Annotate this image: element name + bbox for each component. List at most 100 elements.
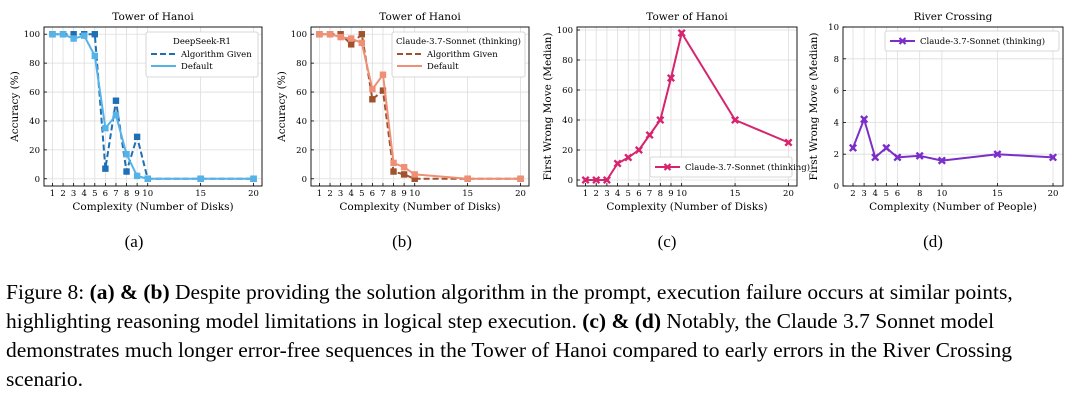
data-point-center	[873, 155, 878, 160]
y-tick-label: 40	[29, 117, 40, 127]
plot-frame	[310, 26, 530, 187]
legend: Claude-3.7-Sonnet (thinking)	[884, 30, 1060, 52]
y-tick-label: 20	[29, 146, 40, 156]
data-point-center	[786, 140, 791, 145]
y-tick-label: 0	[302, 175, 307, 185]
legend: Claude-3.7-Sonnet (thinking) Algorithm Gi…	[391, 31, 526, 78]
data-point	[316, 31, 323, 38]
x-tick-label: 5	[359, 189, 364, 199]
x-tick-label: 15	[992, 189, 1003, 199]
x-tick-label: 3	[338, 189, 343, 199]
x-axis-label: Complexity (Number of Disks)	[606, 201, 767, 213]
plot-frame	[43, 26, 263, 187]
y-tick-label: 60	[29, 88, 40, 98]
data-point-center	[626, 155, 631, 160]
subfigure-label-d: (d)	[923, 232, 943, 251]
data-point	[133, 172, 141, 180]
x-tick-label: 6	[636, 189, 641, 199]
x-tick-label: 8	[917, 189, 922, 199]
data-point-center	[995, 152, 1000, 157]
data-point	[102, 165, 109, 172]
y-tick-label: 8	[834, 55, 839, 65]
x-tick-label: 8	[658, 189, 663, 199]
y-tick-label: 0	[35, 175, 40, 185]
x-tick-label: 3	[604, 189, 609, 199]
x-tick-label: 10	[936, 189, 947, 199]
data-point	[390, 168, 397, 175]
y-axis-label: Accuracy (%)	[276, 71, 288, 143]
x-tick-label: 1	[50, 189, 55, 199]
x-tick-label: 8	[391, 189, 396, 199]
chart-2: 1 2 3 4 5 6 7 8 9 10 15 20 0 20 40 60 80 100 Tower of Hano…	[542, 11, 810, 213]
x-tick-label: 20	[783, 189, 794, 199]
legend-title: Claude-3.7-Sonnet (thinking)	[396, 36, 521, 47]
legend-label: Claude-3.7-Sonnet (thinking)	[920, 36, 1045, 47]
data-point-center	[594, 178, 599, 182]
data-point	[123, 168, 130, 175]
data-point	[337, 33, 344, 41]
legend-box	[391, 31, 526, 78]
x-axis-label: Complexity (Number of Disks)	[72, 201, 233, 213]
data-point	[379, 71, 387, 78]
data-point-center	[668, 76, 673, 80]
y-axis-label: First Wrong Move (Median)	[808, 33, 820, 181]
data-point-center	[1051, 155, 1055, 160]
data-point	[379, 87, 387, 94]
x-axis-label: Complexity (Number of Disks)	[339, 201, 500, 213]
data-point	[348, 35, 355, 42]
legend-label: Claude-3.7-Sonnet (thinking)	[685, 162, 810, 173]
legend-marker	[663, 163, 672, 171]
data-point	[91, 31, 98, 38]
x-tick-label: 6	[103, 189, 108, 199]
x-tick-label: 6	[895, 189, 900, 199]
caption-ref-ab: (a) & (b)	[89, 280, 170, 304]
chart-title: Tower of Hanoi	[379, 11, 461, 23]
legend-box	[649, 156, 793, 178]
y-tick-label: 80	[562, 56, 573, 66]
data-point	[112, 97, 120, 104]
y-tick-label: 20	[562, 146, 573, 156]
data-point	[411, 175, 418, 182]
x-tick-label: 20	[1048, 189, 1059, 199]
caption-text-2: Notably, the Claude 3.7 Sonnet model dem…	[6, 309, 1013, 391]
data-point	[326, 31, 334, 38]
data-point	[411, 171, 418, 178]
data-point	[400, 164, 408, 171]
y-tick-label: 40	[562, 116, 573, 126]
legend-box	[884, 30, 1060, 52]
y-tick-label: 80	[29, 59, 40, 69]
x-tick-label: 4	[615, 189, 620, 199]
data-point-center	[851, 145, 855, 150]
data-point	[390, 159, 397, 167]
x-tick-label: 6	[370, 189, 375, 199]
legend-title: DeepSeek-R1	[173, 37, 231, 47]
y-axis-label: First Wrong Move (Median)	[542, 33, 554, 181]
x-tick-label: 15	[462, 189, 473, 199]
data-point	[517, 175, 524, 182]
data-point-center	[733, 118, 738, 122]
x-tick-label: 10	[409, 189, 420, 199]
chart-title: Tower of Hanoi	[112, 11, 194, 23]
legend-marker	[898, 37, 907, 45]
data-point	[91, 52, 98, 60]
legend-label: Algorithm Given	[180, 50, 252, 60]
data-point-center	[862, 117, 867, 122]
x-tick-label: 7	[647, 189, 652, 199]
x-tick-label: 9	[668, 189, 673, 199]
data-point	[144, 175, 151, 182]
data-point-center	[604, 178, 609, 182]
figure-caption: Figure 8: (a) & (b) Despite providing th…	[6, 278, 1074, 394]
caption-figure-number: Figure 8:	[6, 280, 90, 304]
plot-frame	[842, 26, 1064, 187]
x-tick-label: 8	[124, 189, 129, 199]
data-point-center	[583, 178, 588, 182]
y-tick-label: 60	[562, 86, 573, 96]
x-tick-label: 2	[60, 189, 65, 199]
x-tick-label: 5	[884, 189, 889, 199]
y-tick-label: 100	[24, 30, 40, 40]
y-axis-label: Accuracy (%)	[9, 71, 21, 143]
x-tick-label: 1	[317, 189, 322, 199]
data-point	[59, 31, 67, 38]
data-point-center	[917, 153, 922, 158]
